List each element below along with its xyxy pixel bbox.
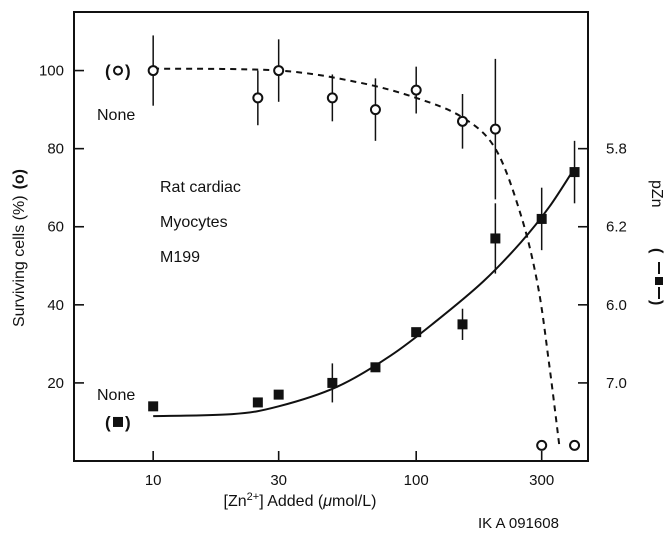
data-point-square	[490, 233, 501, 244]
data-point-circle	[569, 439, 581, 451]
fit-curve-circles	[153, 67, 561, 446]
y-tick-label-right: 5.8	[606, 141, 627, 158]
control-bracket-open: (	[105, 62, 111, 81]
x-tick-label: 30	[270, 472, 287, 489]
data-point-circle	[273, 65, 285, 77]
data-point-square	[148, 401, 159, 412]
y-axis-title-left: Surviving cells (%)(o)	[11, 169, 28, 327]
data-points: () ()	[105, 35, 581, 451]
data-point-circle	[536, 439, 548, 451]
right-axis-symbol: ( )	[648, 248, 665, 305]
axis-ticks: 10 30 100 300 20 40 60 80 100 5.8 6.2 6.0 7.0	[39, 63, 627, 489]
x-tick-label: 100	[404, 472, 429, 489]
svg-text:): )	[648, 300, 665, 305]
control-label-squares: None	[97, 387, 135, 404]
data-point-square	[252, 397, 263, 408]
fit-curves	[153, 67, 576, 446]
y-tick-label-left: 100	[39, 63, 64, 80]
data-point-square	[411, 327, 422, 338]
circle-symbol-icon: o	[11, 174, 28, 184]
data-point-circle	[326, 92, 338, 104]
annotation-line-3: M199	[160, 249, 200, 266]
data-point-square	[370, 362, 381, 373]
data-point-circle	[252, 92, 264, 104]
control-label-circles: None	[97, 107, 135, 124]
data-point-circle	[369, 104, 381, 116]
annotation-line-1: Rat cardiac	[160, 179, 241, 196]
y-axis-title-right: pZn	[648, 180, 665, 208]
control-bracket-close: )	[125, 62, 131, 81]
y-tick-label-right: 7.0	[606, 375, 627, 392]
x-tick-label: 10	[145, 472, 162, 489]
data-point-circle	[489, 123, 501, 135]
control-bracket-close: )	[125, 413, 131, 432]
y-tick-label-left: 60	[47, 219, 64, 236]
y-tick-label-left: 40	[47, 297, 64, 314]
data-point-square	[273, 389, 284, 400]
data-point-square	[457, 319, 468, 330]
data-point-square	[327, 377, 338, 388]
control-bracket-open: (	[105, 413, 111, 432]
figure-credit: IK A 091608	[478, 515, 559, 532]
data-point-circle	[147, 65, 159, 77]
y-tick-label-right: 6.2	[606, 219, 627, 236]
x-axis-title: [Zn2+] Added (μmol/L)	[224, 491, 377, 510]
data-point-square	[569, 167, 580, 178]
control-point-circle	[113, 65, 123, 76]
data-point-circle	[457, 115, 469, 127]
fit-curve-squares	[153, 167, 576, 418]
annotation-line-2: Myocytes	[160, 214, 228, 231]
y-tick-label-right: 6.0	[606, 297, 627, 314]
y-tick-label-left: 20	[47, 375, 64, 392]
plot-frame	[73, 11, 589, 462]
svg-text:(: (	[648, 248, 665, 254]
control-point-square	[113, 416, 123, 427]
data-point-square	[536, 213, 547, 224]
data-point-circle	[410, 84, 422, 96]
square-symbol-icon	[655, 277, 663, 285]
x-tick-label: 300	[529, 472, 554, 489]
y-tick-label-left: 80	[47, 141, 64, 158]
